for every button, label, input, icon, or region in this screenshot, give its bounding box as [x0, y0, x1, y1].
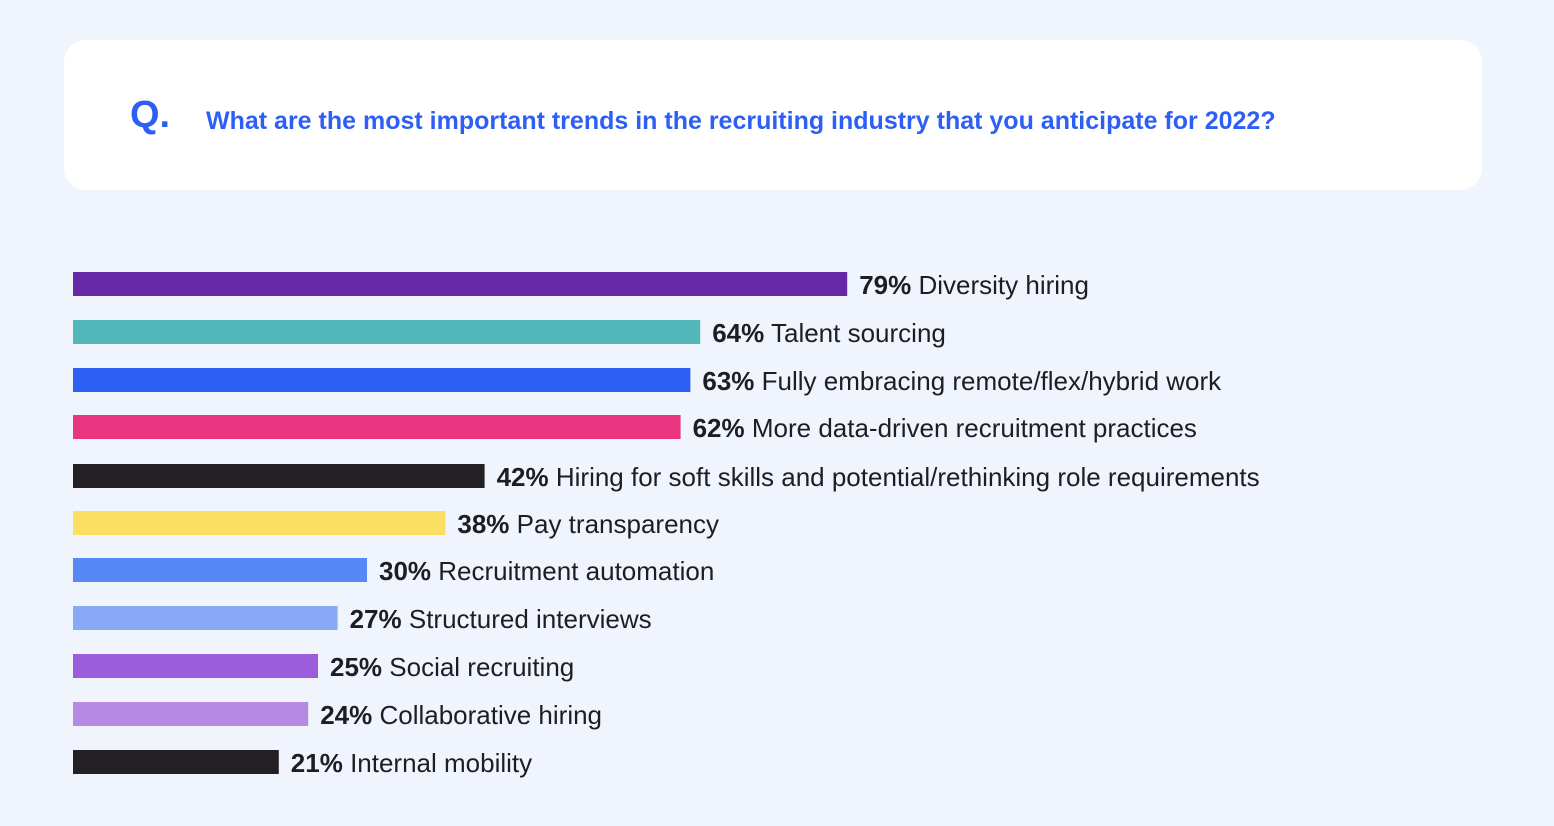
question-marker: Q.: [130, 94, 171, 136]
bar-category-6: Pay transparency: [509, 509, 719, 539]
bar-5: [73, 464, 485, 488]
bar-1: [73, 272, 848, 296]
bar-category-10: Collaborative hiring: [372, 700, 602, 730]
bar-value-2: 64%: [712, 318, 764, 348]
bar-8: [73, 606, 338, 630]
bar-label-3: 63% Fully embracing remote/flex/hybrid w…: [702, 366, 1222, 396]
bar-category-11: Internal mobility: [343, 748, 532, 778]
bar-label-6: 38% Pay transparency: [457, 509, 719, 539]
bar-value-4: 62%: [693, 413, 745, 443]
bar-9: [73, 654, 318, 678]
bar-10: [73, 702, 309, 726]
bar-category-8: Structured interviews: [402, 604, 652, 634]
bar-value-6: 38%: [457, 509, 509, 539]
bar-value-11: 21%: [291, 748, 343, 778]
bar-2: [73, 320, 701, 344]
bar-category-9: Social recruiting: [382, 652, 574, 682]
bar-label-2: 64% Talent sourcing: [712, 318, 946, 348]
bar-label-9: 25% Social recruiting: [330, 652, 574, 682]
bar-6: [73, 511, 446, 535]
bar-label-10: 24% Collaborative hiring: [320, 700, 602, 730]
bar-3: [73, 368, 691, 392]
bar-11: [73, 750, 279, 774]
bar-label-8: 27% Structured interviews: [350, 604, 652, 634]
bar-category-7: Recruitment automation: [431, 556, 714, 586]
bar-value-7: 30%: [379, 556, 431, 586]
bar-value-3: 63%: [702, 366, 754, 396]
bar-label-4: 62% More data-driven recruitment practic…: [693, 413, 1197, 443]
bar-category-1: Diversity hiring: [911, 270, 1089, 300]
bar-category-5: Hiring for soft skills and potential/ret…: [549, 462, 1260, 492]
question-text: What are the most important trends in th…: [206, 107, 1276, 135]
bar-value-1: 79%: [859, 270, 911, 300]
bar-value-9: 25%: [330, 652, 382, 682]
bar-category-2: Talent sourcing: [764, 318, 946, 348]
bar-label-7: 30% Recruitment automation: [379, 556, 714, 586]
bar-7: [73, 558, 367, 582]
bar-4: [73, 415, 681, 439]
bar-label-5: 42% Hiring for soft skills and potential…: [497, 462, 1260, 492]
bar-value-8: 27%: [350, 604, 402, 634]
question-card: Q. What are the most important trends in…: [64, 40, 1482, 190]
bar-label-1: 79% Diversity hiring: [859, 270, 1089, 300]
bar-label-11: 21% Internal mobility: [291, 748, 532, 778]
bar-value-5: 42%: [497, 462, 549, 492]
bar-category-3: Fully embracing remote/flex/hybrid work: [754, 366, 1222, 396]
bar-value-10: 24%: [320, 700, 372, 730]
bar-category-4: More data-driven recruitment practices: [745, 413, 1197, 443]
